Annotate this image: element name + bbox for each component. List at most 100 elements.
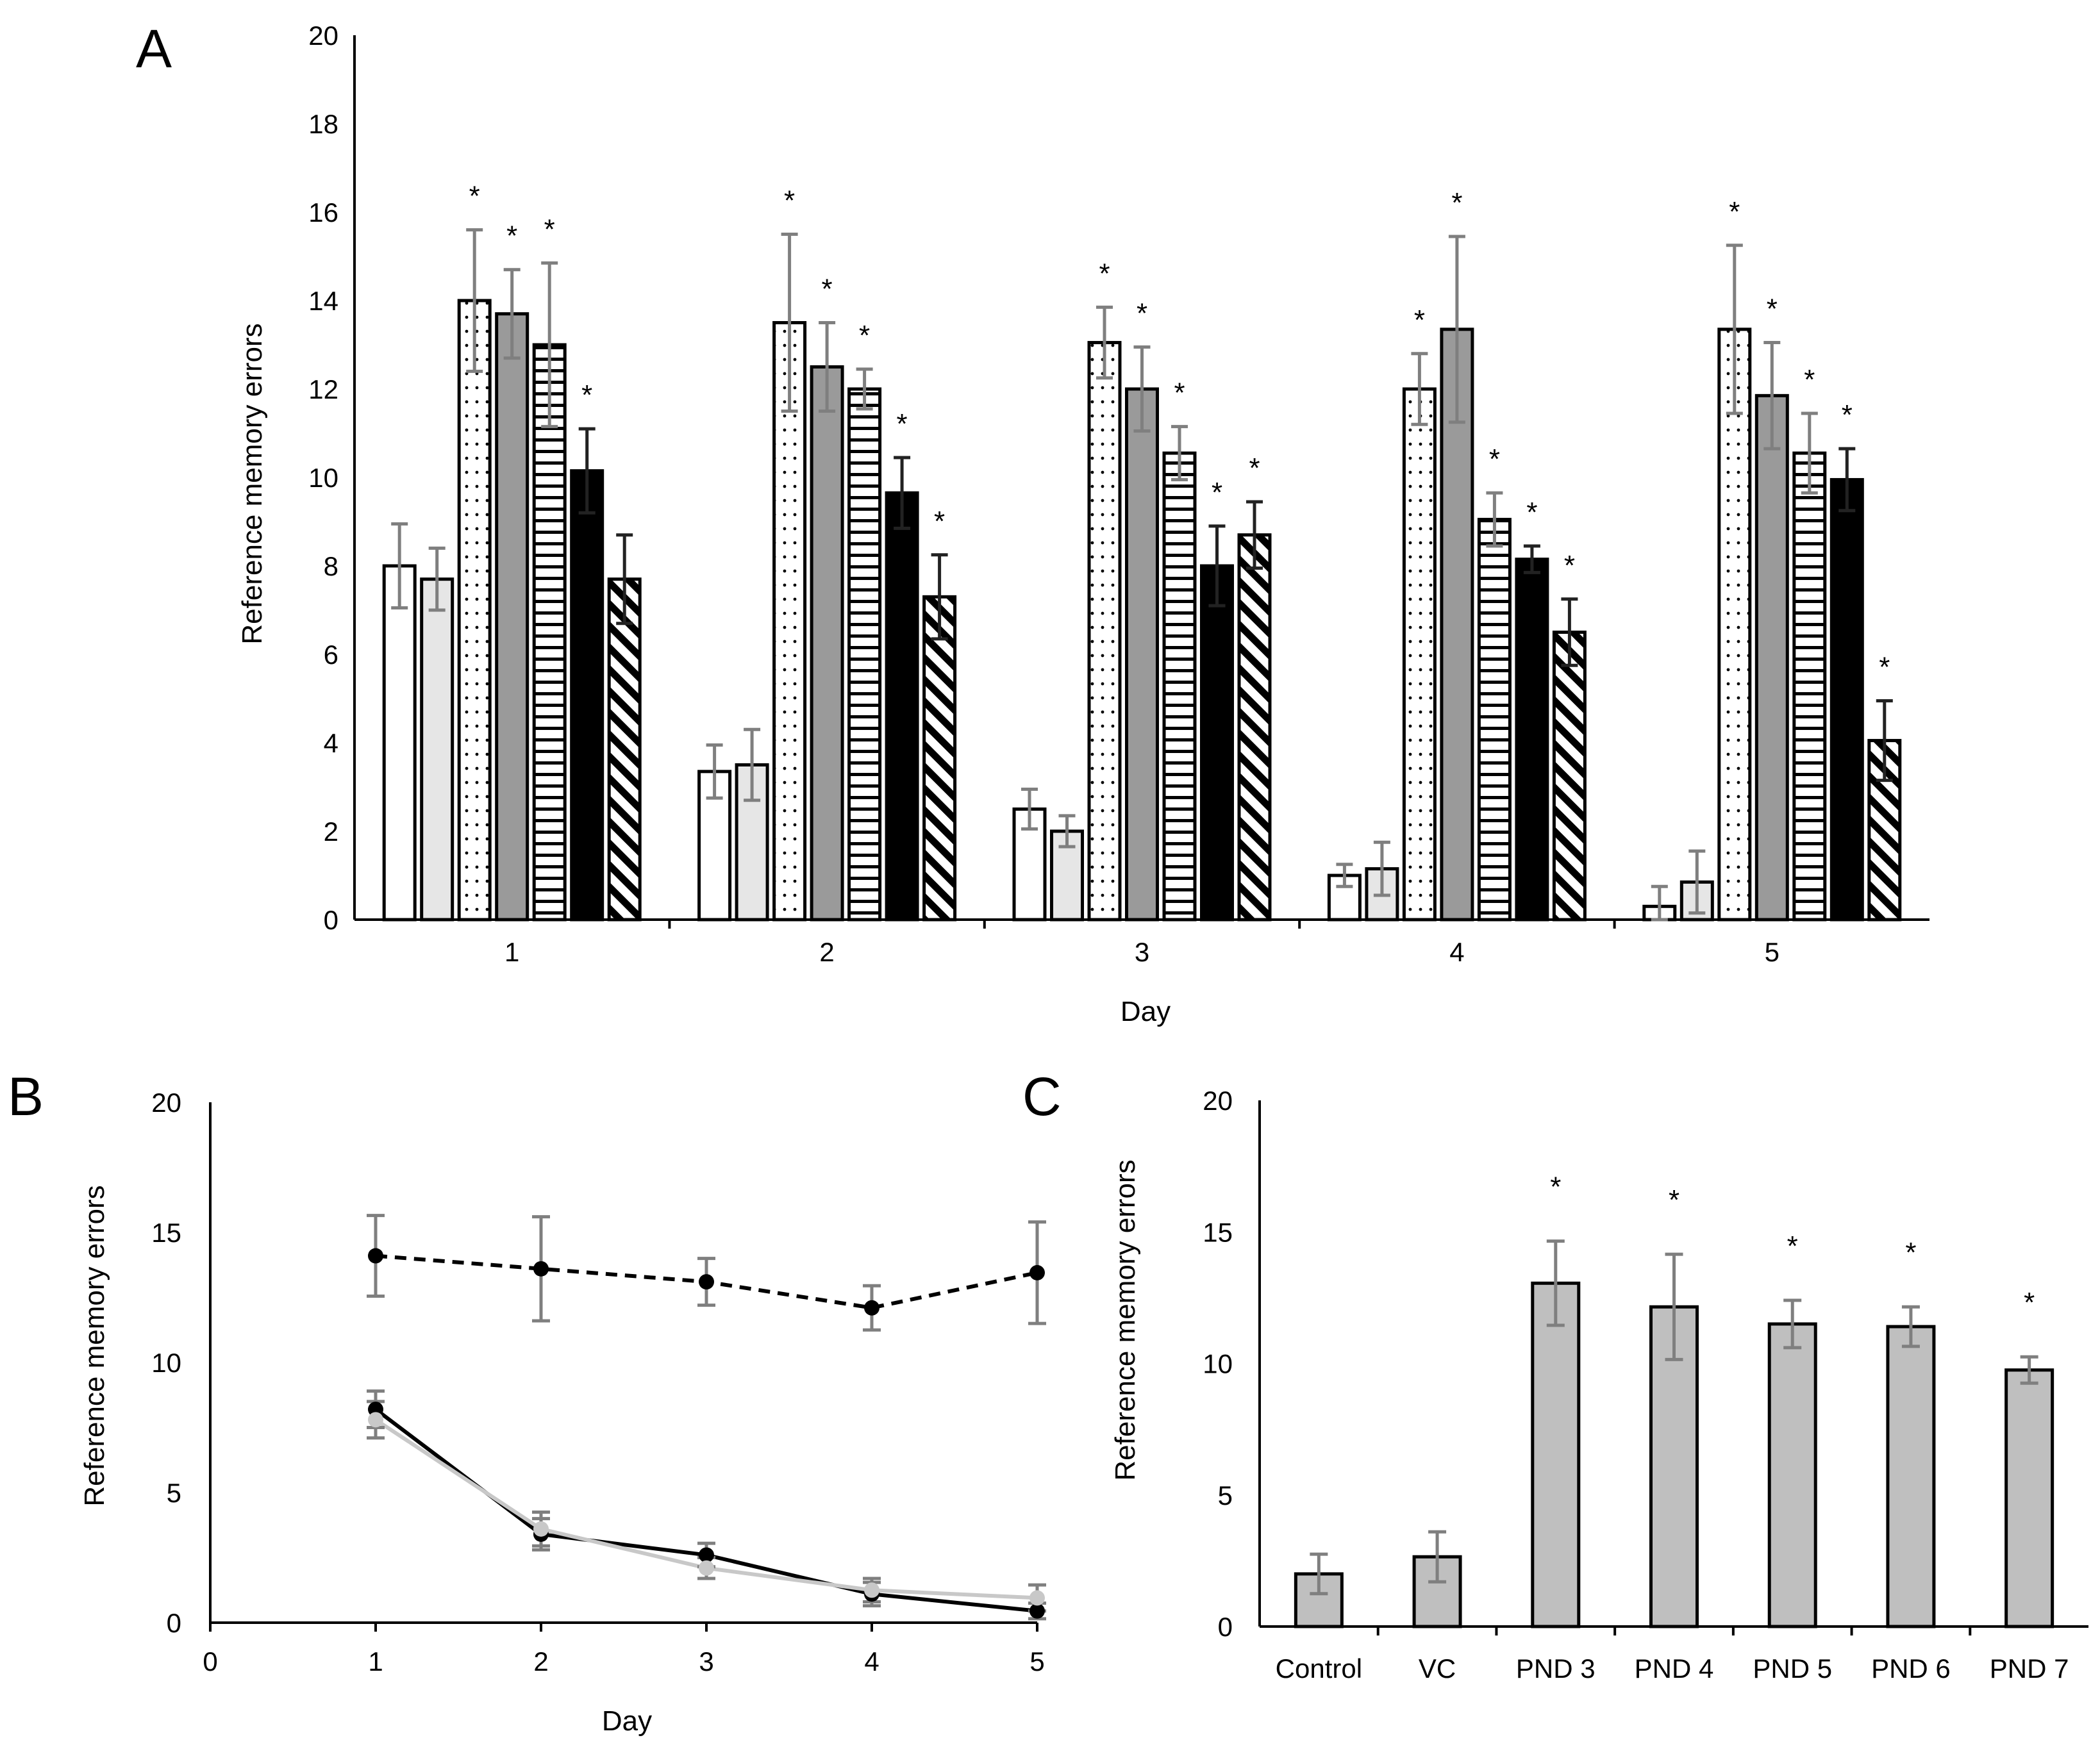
b-x-tick-label: 4 bbox=[864, 1646, 879, 1677]
a-x-tick-label: 2 bbox=[819, 937, 834, 967]
c-x-tick-label: Control bbox=[1276, 1653, 1362, 1684]
a-y-tick-label: 2 bbox=[324, 816, 338, 847]
panel-b-line-chart: B 0 5 10 15 20 0 1 2 3 4 5 Day Reference memory er… bbox=[8, 1066, 1046, 1737]
a-significance-star: * bbox=[1729, 196, 1740, 228]
panel-c-letter: C bbox=[1022, 1066, 1062, 1127]
a-significance-star: * bbox=[1489, 443, 1500, 475]
b-point-gray-series bbox=[1029, 1590, 1045, 1606]
c-x-tick-label: PND 6 bbox=[1871, 1653, 1951, 1684]
a-bar-group-5 bbox=[532, 343, 567, 922]
b-y-tick-label: 20 bbox=[151, 1088, 181, 1118]
b-y-tick-label: 10 bbox=[151, 1348, 181, 1378]
a-significance-star: * bbox=[1804, 364, 1815, 395]
a-bar-group-6 bbox=[570, 469, 604, 922]
a-bar-group-6 bbox=[885, 491, 919, 922]
b-x-tick-label: 2 bbox=[533, 1646, 548, 1677]
a-bar-group-6 bbox=[1829, 477, 1864, 922]
a-significance-star: * bbox=[1099, 258, 1110, 289]
c-significance-star: * bbox=[1787, 1230, 1798, 1262]
c-x-tick-label: VC bbox=[1419, 1653, 1456, 1684]
a-y-tick-label: 0 bbox=[324, 905, 338, 935]
a-bar-group-3 bbox=[1717, 327, 1752, 922]
a-significance-star: * bbox=[1564, 550, 1575, 581]
a-significance-star: * bbox=[469, 181, 480, 212]
a-bar-group-6 bbox=[1515, 558, 1549, 922]
a-y-tick-label: 8 bbox=[324, 551, 338, 581]
panel-c-y-axis-label: Reference memory errors bbox=[1110, 1159, 1141, 1480]
b-x-tick-label: 3 bbox=[699, 1646, 713, 1677]
panel-a-y-axis-label: Reference memory errors bbox=[237, 323, 268, 644]
c-bar bbox=[2004, 1368, 2054, 1628]
a-y-tick-label: 18 bbox=[308, 109, 338, 139]
a-bar-group-3 bbox=[457, 299, 492, 922]
c-x-tick-label: PND 3 bbox=[1516, 1653, 1596, 1684]
c-x-tick-label: PND 7 bbox=[1990, 1653, 2069, 1684]
a-bar-group-7 bbox=[1237, 533, 1272, 922]
b-point-gray-series bbox=[699, 1560, 714, 1576]
a-y-tick-label: 14 bbox=[308, 286, 338, 316]
a-significance-star: * bbox=[581, 379, 592, 411]
a-bar-group-4 bbox=[495, 312, 529, 922]
a-bar-group-1 bbox=[382, 564, 417, 922]
panel-b-y-axis-label: Reference memory errors bbox=[79, 1185, 110, 1506]
a-y-tick-label: 16 bbox=[308, 197, 338, 228]
a-significance-star: * bbox=[784, 185, 795, 217]
a-bar-group-7 bbox=[1552, 631, 1587, 922]
b-y-tick-label: 5 bbox=[167, 1478, 181, 1508]
c-significance-star: * bbox=[1905, 1237, 1916, 1268]
a-bar-group-6 bbox=[1200, 564, 1234, 922]
a-bar-group-5 bbox=[1162, 451, 1197, 922]
a-bar-group-4 bbox=[810, 365, 844, 922]
a-bar-group-5 bbox=[1792, 451, 1827, 922]
panel-b-letter: B bbox=[8, 1066, 44, 1127]
a-significance-star: * bbox=[822, 274, 833, 305]
a-bar-group-5 bbox=[847, 387, 882, 922]
c-significance-star: * bbox=[1550, 1172, 1561, 1203]
b-point-gray-series bbox=[368, 1412, 383, 1428]
a-x-tick-label: 4 bbox=[1449, 937, 1464, 967]
a-y-tick-label: 20 bbox=[308, 21, 338, 51]
c-bar bbox=[1886, 1325, 1936, 1628]
b-point-black-series bbox=[1029, 1603, 1045, 1619]
panel-c-bar-chart: C 0 5 10 15 20 Control VC PND 3 PND 4 PND 5 PND 6 P… bbox=[1022, 1066, 2088, 1684]
a-significance-star: * bbox=[1174, 377, 1185, 409]
a-bar-group-4 bbox=[1754, 393, 1789, 922]
b-y-tick-label: 15 bbox=[151, 1218, 181, 1248]
a-significance-star: * bbox=[859, 320, 870, 351]
c-x-tick-label: PND 4 bbox=[1635, 1653, 1714, 1684]
c-y-tick-label: 20 bbox=[1203, 1086, 1233, 1116]
a-significance-star: * bbox=[1212, 477, 1222, 508]
a-bar-group-2 bbox=[420, 577, 454, 922]
b-x-tick-label: 1 bbox=[368, 1646, 383, 1677]
a-significance-star: * bbox=[1249, 452, 1260, 484]
a-significance-star: * bbox=[544, 213, 555, 245]
b-line-black-series bbox=[374, 1407, 1038, 1613]
c-bar bbox=[1531, 1281, 1581, 1628]
b-y-tick-label: 0 bbox=[167, 1608, 181, 1638]
a-bar-group-7 bbox=[607, 577, 642, 922]
a-significance-star: * bbox=[897, 408, 908, 440]
c-significance-star: * bbox=[2024, 1287, 2035, 1318]
a-bar-group-7 bbox=[922, 595, 957, 922]
a-y-tick-label: 6 bbox=[324, 640, 338, 670]
a-significance-star: * bbox=[1451, 187, 1462, 219]
b-point-dashed-series bbox=[864, 1300, 879, 1316]
a-bar-group-4 bbox=[1125, 387, 1159, 922]
panel-a-significance-markers: * * * * * * * * * * * * * * * * * * * * * * * * bbox=[469, 181, 1890, 683]
b-point-gray-series bbox=[533, 1521, 549, 1537]
panel-a-letter: A bbox=[136, 19, 172, 79]
b-x-tick-label: 0 bbox=[203, 1646, 217, 1677]
b-point-gray-series bbox=[864, 1582, 879, 1598]
c-y-tick-label: 10 bbox=[1203, 1349, 1233, 1379]
a-significance-star: * bbox=[1767, 294, 1778, 325]
c-y-tick-label: 0 bbox=[1218, 1612, 1233, 1642]
panel-a-x-axis-label: Day bbox=[1121, 996, 1171, 1027]
a-significance-star: * bbox=[1137, 297, 1147, 329]
a-y-tick-label: 12 bbox=[308, 374, 338, 404]
c-x-tick-label: PND 5 bbox=[1753, 1653, 1832, 1684]
b-point-black-series bbox=[699, 1547, 714, 1563]
a-significance-star: * bbox=[1842, 399, 1853, 431]
b-point-dashed-series bbox=[368, 1248, 383, 1264]
panel-b-axes: 0 5 10 15 20 0 1 2 3 4 5 bbox=[151, 1088, 1044, 1677]
